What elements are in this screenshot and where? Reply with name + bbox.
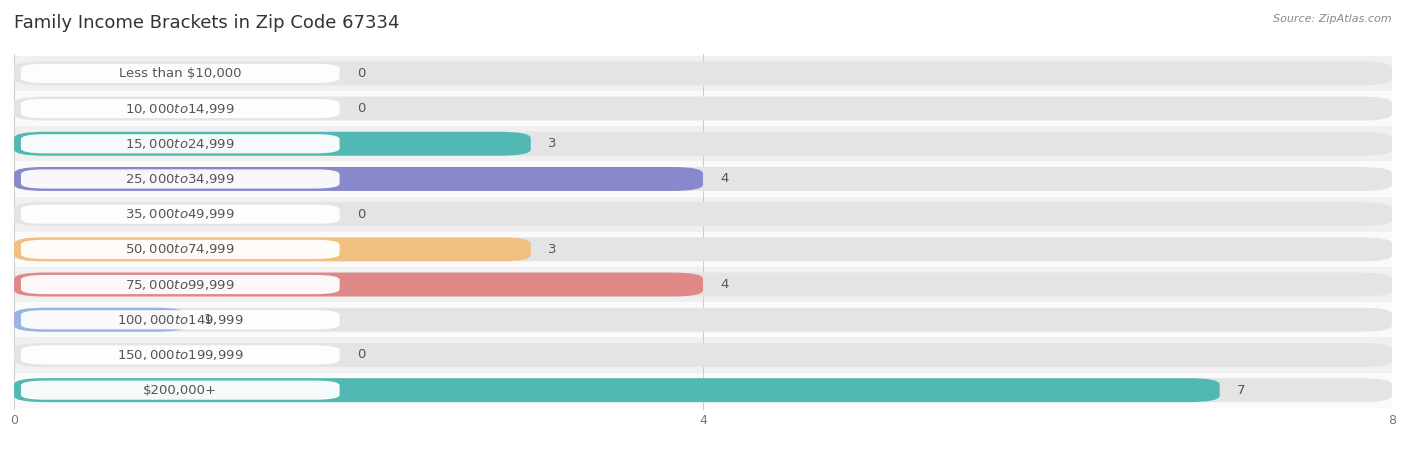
Text: $25,000 to $34,999: $25,000 to $34,999 xyxy=(125,172,235,186)
FancyBboxPatch shape xyxy=(14,132,531,156)
Text: $150,000 to $199,999: $150,000 to $199,999 xyxy=(117,348,243,362)
Text: $100,000 to $149,999: $100,000 to $149,999 xyxy=(117,313,243,327)
Bar xyxy=(14,373,1392,408)
Bar xyxy=(14,91,1392,126)
FancyBboxPatch shape xyxy=(21,64,340,83)
Text: 1: 1 xyxy=(204,313,212,326)
FancyBboxPatch shape xyxy=(14,97,1392,121)
FancyBboxPatch shape xyxy=(14,202,1392,226)
FancyBboxPatch shape xyxy=(14,378,1392,402)
Text: 3: 3 xyxy=(548,137,557,150)
Text: Family Income Brackets in Zip Code 67334: Family Income Brackets in Zip Code 67334 xyxy=(14,14,399,32)
FancyBboxPatch shape xyxy=(14,273,703,297)
FancyBboxPatch shape xyxy=(14,132,1392,156)
FancyBboxPatch shape xyxy=(21,345,340,365)
Bar xyxy=(14,126,1392,162)
Text: Source: ZipAtlas.com: Source: ZipAtlas.com xyxy=(1274,14,1392,23)
FancyBboxPatch shape xyxy=(21,169,340,189)
Text: 0: 0 xyxy=(357,207,366,220)
Text: Less than $10,000: Less than $10,000 xyxy=(120,67,242,80)
FancyBboxPatch shape xyxy=(14,61,1392,86)
FancyBboxPatch shape xyxy=(21,275,340,294)
FancyBboxPatch shape xyxy=(14,167,1392,191)
Bar xyxy=(14,267,1392,302)
FancyBboxPatch shape xyxy=(21,240,340,259)
FancyBboxPatch shape xyxy=(21,205,340,224)
Text: $35,000 to $49,999: $35,000 to $49,999 xyxy=(125,207,235,221)
Text: $15,000 to $24,999: $15,000 to $24,999 xyxy=(125,137,235,151)
Bar xyxy=(14,162,1392,197)
Text: $75,000 to $99,999: $75,000 to $99,999 xyxy=(125,278,235,292)
FancyBboxPatch shape xyxy=(14,238,1392,261)
Text: 0: 0 xyxy=(357,348,366,361)
FancyBboxPatch shape xyxy=(21,381,340,400)
Bar xyxy=(14,302,1392,338)
Text: $200,000+: $200,000+ xyxy=(143,384,218,396)
FancyBboxPatch shape xyxy=(21,99,340,118)
Text: 0: 0 xyxy=(357,67,366,80)
Text: $10,000 to $14,999: $10,000 to $14,999 xyxy=(125,102,235,116)
Text: $50,000 to $74,999: $50,000 to $74,999 xyxy=(125,243,235,256)
Bar xyxy=(14,56,1392,91)
Bar xyxy=(14,232,1392,267)
FancyBboxPatch shape xyxy=(21,134,340,153)
Bar xyxy=(14,197,1392,232)
FancyBboxPatch shape xyxy=(14,238,531,261)
FancyBboxPatch shape xyxy=(14,273,1392,297)
Text: 4: 4 xyxy=(720,172,728,185)
FancyBboxPatch shape xyxy=(14,308,1392,332)
Bar xyxy=(14,338,1392,373)
FancyBboxPatch shape xyxy=(14,167,703,191)
Text: 7: 7 xyxy=(1237,384,1246,396)
FancyBboxPatch shape xyxy=(21,310,340,329)
Text: 4: 4 xyxy=(720,278,728,291)
FancyBboxPatch shape xyxy=(14,378,1219,402)
FancyBboxPatch shape xyxy=(14,308,186,332)
FancyBboxPatch shape xyxy=(14,343,1392,367)
Text: 0: 0 xyxy=(357,102,366,115)
Text: 3: 3 xyxy=(548,243,557,256)
